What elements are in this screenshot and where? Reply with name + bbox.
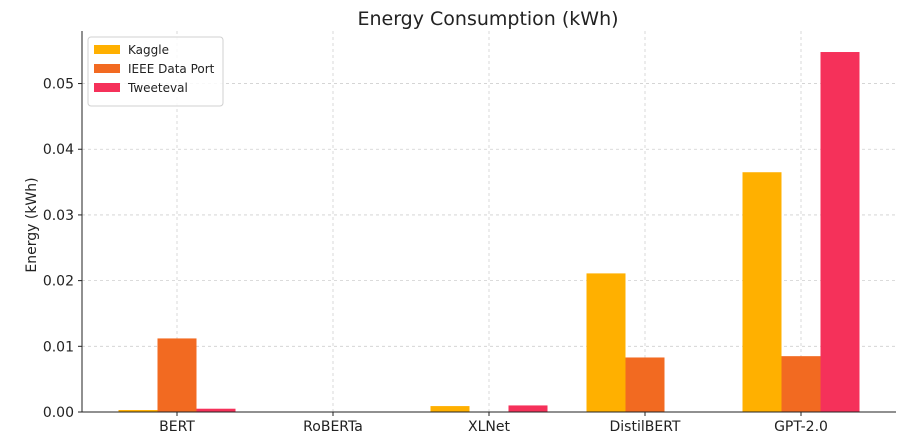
legend-label: Kaggle bbox=[128, 43, 169, 57]
bar-kaggle-xlnet bbox=[430, 406, 470, 412]
x-tick-labels: BERT RoBERTa XLNet DistilBERT GPT-2.0 bbox=[159, 419, 828, 435]
x-tick-label: XLNet bbox=[468, 419, 510, 435]
chart-title: Energy Consumption (kWh) bbox=[357, 8, 618, 30]
x-tick-label: RoBERTa bbox=[303, 419, 363, 435]
x-tick-label: BERT bbox=[159, 419, 195, 435]
bar-kaggle-distilbert bbox=[586, 273, 626, 412]
legend: Kaggle IEEE Data Port Tweeteval bbox=[87, 36, 224, 107]
y-tick-label: 0.04 bbox=[43, 142, 74, 158]
y-tick-label: 0.02 bbox=[43, 274, 74, 290]
axes bbox=[78, 31, 896, 416]
bars bbox=[118, 52, 860, 412]
y-tick-label: 0.00 bbox=[43, 405, 74, 421]
y-tick-labels: 0.00 0.01 0.02 0.03 0.04 0.05 bbox=[43, 77, 74, 421]
y-tick-label: 0.01 bbox=[43, 339, 74, 355]
bar-ieee-data-port-bert bbox=[157, 338, 197, 412]
bar-kaggle-gpt-2-0 bbox=[742, 172, 782, 412]
bar-tweeteval-xlnet bbox=[508, 405, 548, 412]
x-tick-label: DistilBERT bbox=[610, 419, 681, 435]
legend-label: Tweeteval bbox=[127, 81, 188, 95]
x-tick-label: GPT-2.0 bbox=[774, 419, 828, 435]
y-tick-label: 0.05 bbox=[43, 77, 74, 93]
legend-label: IEEE Data Port bbox=[128, 62, 215, 76]
legend-box bbox=[87, 36, 224, 107]
bar-ieee-data-port-distilbert bbox=[625, 357, 665, 412]
y-tick-label: 0.03 bbox=[43, 208, 74, 224]
legend-swatch bbox=[94, 45, 120, 54]
legend-swatch bbox=[94, 83, 120, 92]
y-axis-label: Energy (kWh) bbox=[24, 177, 40, 272]
bar-tweeteval-gpt-2-0 bbox=[820, 52, 860, 412]
bar-tweeteval-bert bbox=[196, 408, 236, 412]
bar-kaggle-bert bbox=[118, 410, 158, 412]
bar-ieee-data-port-gpt-2-0 bbox=[781, 356, 821, 412]
legend-swatch bbox=[94, 64, 120, 73]
